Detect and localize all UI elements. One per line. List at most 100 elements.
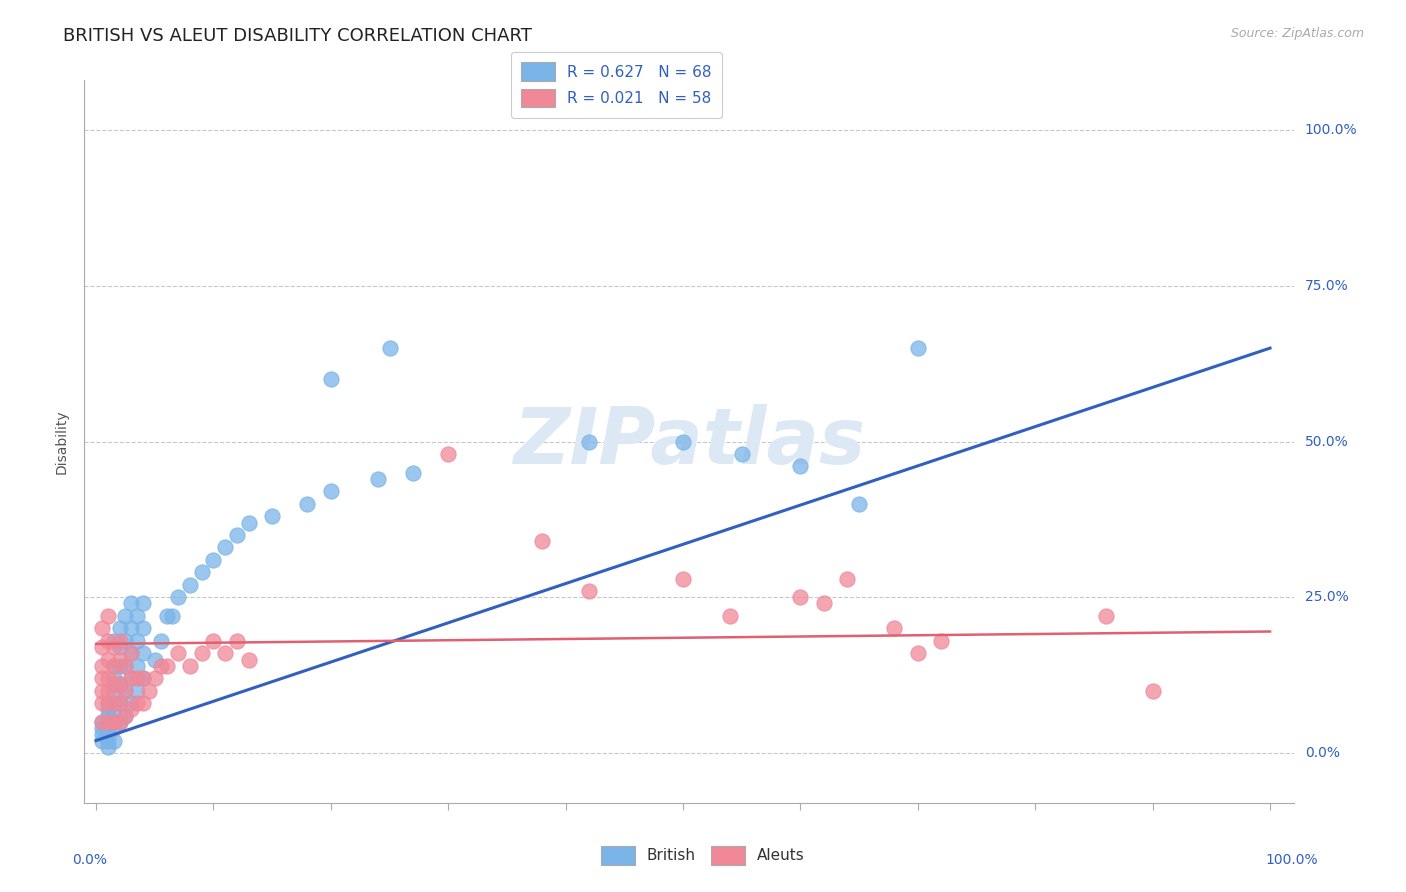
Point <box>120 696 142 710</box>
Point <box>103 640 125 654</box>
Point <box>143 652 166 666</box>
Point <box>108 658 131 673</box>
Point <box>1142 683 1164 698</box>
Point <box>578 584 600 599</box>
Point <box>132 621 155 635</box>
Point <box>120 646 142 660</box>
Point <box>226 528 249 542</box>
Point <box>91 671 114 685</box>
Point <box>97 671 120 685</box>
Point <box>91 727 114 741</box>
Point <box>114 609 136 624</box>
Point <box>162 609 184 624</box>
Point <box>718 609 741 624</box>
Legend: R = 0.627   N = 68, R = 0.021   N = 58: R = 0.627 N = 68, R = 0.021 N = 58 <box>510 52 723 118</box>
Point <box>907 341 929 355</box>
Point <box>97 683 120 698</box>
Point <box>103 671 125 685</box>
Point <box>97 714 120 729</box>
Point <box>143 671 166 685</box>
Point <box>108 621 131 635</box>
Point <box>155 609 177 624</box>
Point <box>97 652 120 666</box>
Point <box>531 534 554 549</box>
Point <box>214 646 236 660</box>
Point <box>127 609 149 624</box>
Point <box>127 658 149 673</box>
Point <box>1094 609 1116 624</box>
Point <box>837 572 859 586</box>
Point <box>91 714 114 729</box>
Point <box>97 609 120 624</box>
Point <box>114 658 136 673</box>
Text: 25.0%: 25.0% <box>1305 591 1348 604</box>
Point <box>108 714 131 729</box>
Text: 0.0%: 0.0% <box>72 854 107 867</box>
Point <box>179 578 201 592</box>
Point <box>97 733 120 747</box>
Point <box>103 633 125 648</box>
Point <box>120 671 142 685</box>
Point <box>907 646 929 660</box>
Legend: British, Aleuts: British, Aleuts <box>591 836 815 875</box>
Point <box>97 702 120 716</box>
Point <box>97 739 120 754</box>
Point <box>114 683 136 698</box>
Text: 75.0%: 75.0% <box>1305 279 1348 293</box>
Point <box>402 466 425 480</box>
Point <box>202 633 225 648</box>
Point <box>108 652 131 666</box>
Point <box>120 646 142 660</box>
Point <box>114 658 136 673</box>
Point <box>931 633 953 648</box>
Point <box>138 683 160 698</box>
Point <box>103 733 125 747</box>
Point <box>108 696 131 710</box>
Point <box>103 658 125 673</box>
Point <box>127 683 149 698</box>
Point <box>672 572 695 586</box>
Text: 100.0%: 100.0% <box>1265 854 1317 867</box>
Point <box>813 597 835 611</box>
Point <box>789 591 811 605</box>
Point <box>97 721 120 735</box>
Point <box>848 497 870 511</box>
Point <box>108 633 131 648</box>
Point <box>378 341 401 355</box>
Point <box>672 434 695 449</box>
Point <box>132 646 155 660</box>
Point <box>97 696 120 710</box>
Text: 100.0%: 100.0% <box>1305 123 1357 137</box>
Point <box>108 677 131 691</box>
Point <box>238 516 260 530</box>
Point <box>108 677 131 691</box>
Point <box>97 714 120 729</box>
Point <box>103 714 125 729</box>
Point <box>190 646 212 660</box>
Point <box>120 702 142 716</box>
Point <box>91 721 114 735</box>
Point <box>97 727 120 741</box>
Point <box>883 621 905 635</box>
Point <box>114 633 136 648</box>
Point <box>190 566 212 580</box>
Point <box>120 597 142 611</box>
Point <box>132 671 155 685</box>
Point <box>149 658 172 673</box>
Point <box>120 621 142 635</box>
Point <box>103 696 125 710</box>
Point <box>91 714 114 729</box>
Point <box>155 658 177 673</box>
Point <box>297 497 319 511</box>
Text: ZIPatlas: ZIPatlas <box>513 403 865 480</box>
Point <box>91 640 114 654</box>
Point <box>238 652 260 666</box>
Point <box>91 621 114 635</box>
Point <box>97 708 120 723</box>
Point <box>149 633 172 648</box>
Point <box>319 484 342 499</box>
Point <box>367 472 389 486</box>
Point <box>103 708 125 723</box>
Text: 50.0%: 50.0% <box>1305 434 1348 449</box>
Point <box>132 597 155 611</box>
